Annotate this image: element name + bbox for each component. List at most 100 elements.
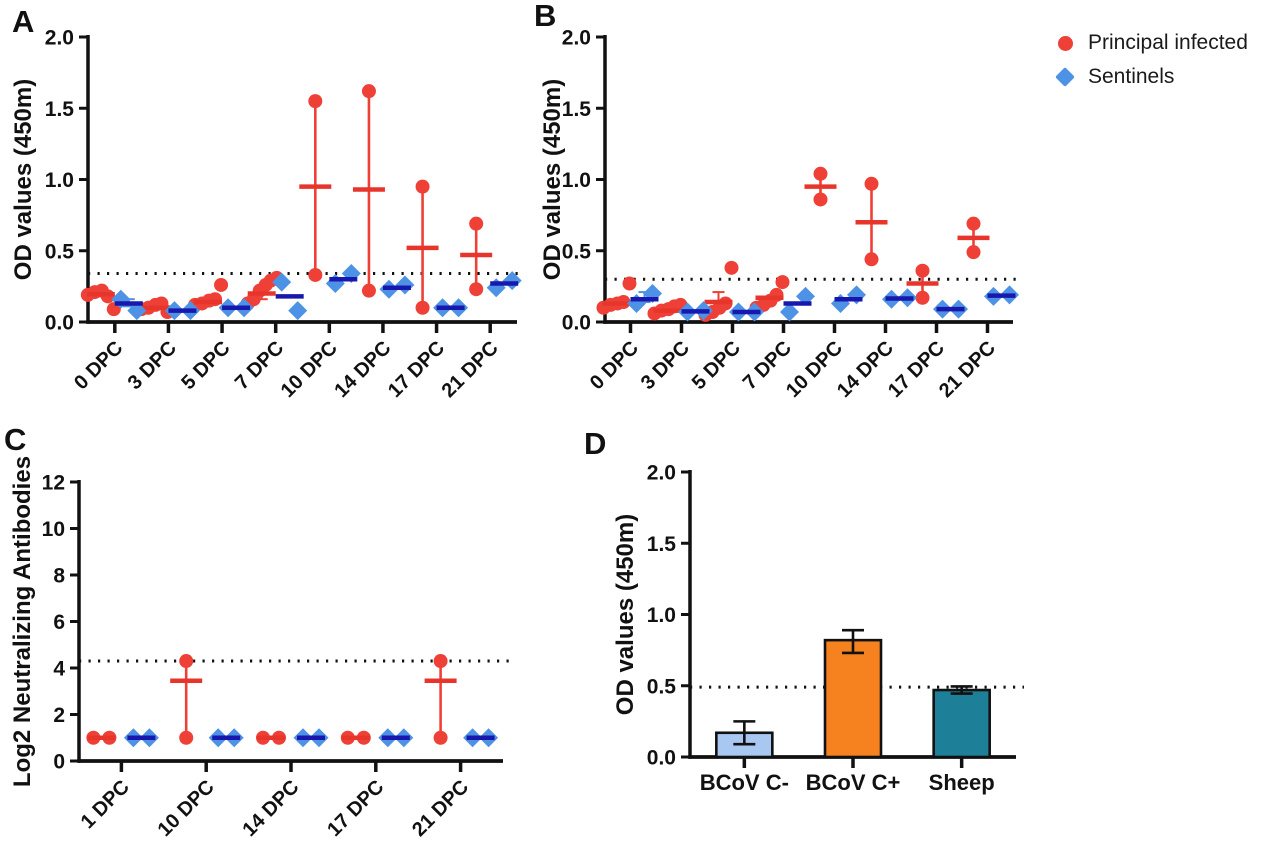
y-axis-title: OD values (450m) xyxy=(612,514,639,715)
data-point-circle xyxy=(415,300,430,315)
diamond-icon xyxy=(1050,67,1080,87)
x-tick-label: 14 DPC xyxy=(833,337,898,402)
x-tick-label: Sheep xyxy=(929,770,995,795)
data-point-diamond xyxy=(486,278,506,298)
data-point-circle xyxy=(179,730,194,745)
x-tick-label: 5 DPC xyxy=(177,337,234,394)
data-point-diamond xyxy=(780,302,799,322)
panel-b: 0.0 0.5 1.0 1.5 2.0 OD values (450m) 0 DPC 3 DP… xyxy=(530,0,1045,421)
x-tick-label: 17 DPC xyxy=(884,337,949,402)
data-point-circle xyxy=(813,192,828,207)
data-point-circle xyxy=(179,654,194,669)
x-tick-label: BCoV C+ xyxy=(806,770,901,795)
x-tick-label: 21 DPC xyxy=(408,776,473,841)
panel-a: 0.0 0.5 1.0 1.5 2.0 OD values (450m) 0 DPC 3 DP… xyxy=(0,0,545,421)
x-tick-label: 14 DPC xyxy=(238,776,303,841)
data-point-diamond xyxy=(288,301,308,321)
data-point-circle xyxy=(361,283,376,298)
x-tick-label: 17 DPC xyxy=(323,776,388,841)
data-point-circle xyxy=(864,176,879,191)
x-tick-label: 14 DPC xyxy=(330,337,395,402)
data-point-circle xyxy=(433,654,448,669)
y-axis-title: Log2 Neutralizing Antibodies xyxy=(9,456,36,787)
legend-item-sentinels: Sentinels xyxy=(1050,60,1248,94)
data-point-diamond xyxy=(127,301,147,321)
data-point-circle xyxy=(469,282,484,297)
y-tick-label: 0.5 xyxy=(45,240,75,263)
panel-c-chart: 0 2 4 6 8 10 12 Log2 Neutralizing Antibodies 1 D… xyxy=(9,456,511,841)
y-tick-label: 0.0 xyxy=(647,747,676,770)
y-tick-label: 8 xyxy=(53,565,65,588)
y-tick-label: 10 xyxy=(42,518,65,541)
x-tick-label: 3 DPC xyxy=(637,337,694,394)
data-point-circle xyxy=(724,260,739,275)
y-tick-label: 1.0 xyxy=(45,169,74,192)
data-point-diamond xyxy=(796,286,815,306)
data-point-circle xyxy=(915,290,930,305)
legend-item-principal-infected: Principal infected xyxy=(1050,26,1248,60)
y-tick-label: 2.0 xyxy=(647,462,676,485)
data-point-circle xyxy=(361,84,376,99)
data-point-circle xyxy=(966,245,981,260)
y-tick-label: 12 xyxy=(42,472,65,495)
panel-d-chart: 0.0 0.5 1.0 1.5 2.0 OD values (450m) BCoV C- BC… xyxy=(612,462,1024,795)
y-tick-label: 2 xyxy=(53,704,65,727)
data-point-circle xyxy=(915,263,930,278)
x-tick-label: 1 DPC xyxy=(77,776,134,833)
x-tick-label: 21 DPC xyxy=(935,337,1000,402)
y-tick-label: 1.5 xyxy=(562,98,592,121)
y-tick-label: 2.0 xyxy=(562,27,591,50)
y-tick-label: 1.5 xyxy=(647,533,677,556)
y-tick-label: 2.0 xyxy=(45,27,74,50)
legend-label: Principal infected xyxy=(1088,31,1248,54)
y-tick-label: 1.5 xyxy=(45,98,75,121)
data-point-diamond xyxy=(502,271,522,291)
x-tick-label: 3 DPC xyxy=(124,337,181,394)
legend-label: Sentinels xyxy=(1088,65,1175,88)
y-tick-label: 0.0 xyxy=(562,312,591,335)
y-axis-title: OD values (450m) xyxy=(10,79,37,280)
panel-label-d: D xyxy=(584,426,607,461)
x-tick-label: 10 DPC xyxy=(782,337,847,402)
y-tick-label: 0.0 xyxy=(45,312,74,335)
x-tick-label: 0 DPC xyxy=(586,337,643,394)
bar xyxy=(932,688,991,759)
y-tick-label: 6 xyxy=(53,611,65,634)
y-tick-label: 0.5 xyxy=(562,240,592,263)
x-tick-label: 21 DPC xyxy=(438,337,503,402)
legend: Principal infected Sentinels xyxy=(1050,26,1248,94)
data-point-circle xyxy=(308,267,323,282)
data-point-circle xyxy=(415,179,430,194)
panel-c: 0 2 4 6 8 10 12 Log2 Neutralizing Antibodies 1 D… xyxy=(0,421,545,842)
y-tick-label: 0.5 xyxy=(647,675,677,698)
y-axis-title: OD values (450m) xyxy=(539,79,566,280)
x-tick-label: 10 DPC xyxy=(154,776,219,841)
data-point-diamond xyxy=(847,285,866,305)
data-point-diamond xyxy=(831,293,850,313)
data-point-circle xyxy=(214,277,229,292)
y-tick-label: 4 xyxy=(53,658,65,681)
data-point-circle xyxy=(966,216,981,231)
data-point-circle xyxy=(622,276,637,291)
x-tick-label: 17 DPC xyxy=(384,337,449,402)
x-tick-label: BCoV C- xyxy=(700,770,789,795)
x-tick-label: 10 DPC xyxy=(277,337,342,402)
x-tick-label: 5 DPC xyxy=(688,337,745,394)
data-point-diamond xyxy=(627,293,646,313)
x-tick-label: 0 DPC xyxy=(70,337,127,394)
y-tick-label: 1.0 xyxy=(562,169,591,192)
data-point-circle xyxy=(813,166,828,181)
data-point-diamond xyxy=(395,275,415,295)
panel-label-a: A xyxy=(12,4,35,39)
panel-label-b: B xyxy=(534,0,557,33)
panel-label-c: C xyxy=(4,422,27,457)
data-point-circle xyxy=(864,252,879,267)
data-point-circle xyxy=(308,94,323,109)
data-point-diamond xyxy=(272,272,292,292)
bar xyxy=(823,638,883,759)
panel-d: 0.0 0.5 1.0 1.5 2.0 OD values (450m) BCoV C- BC… xyxy=(560,421,1080,842)
circle-icon xyxy=(1050,35,1080,51)
data-point-diamond xyxy=(325,274,345,294)
